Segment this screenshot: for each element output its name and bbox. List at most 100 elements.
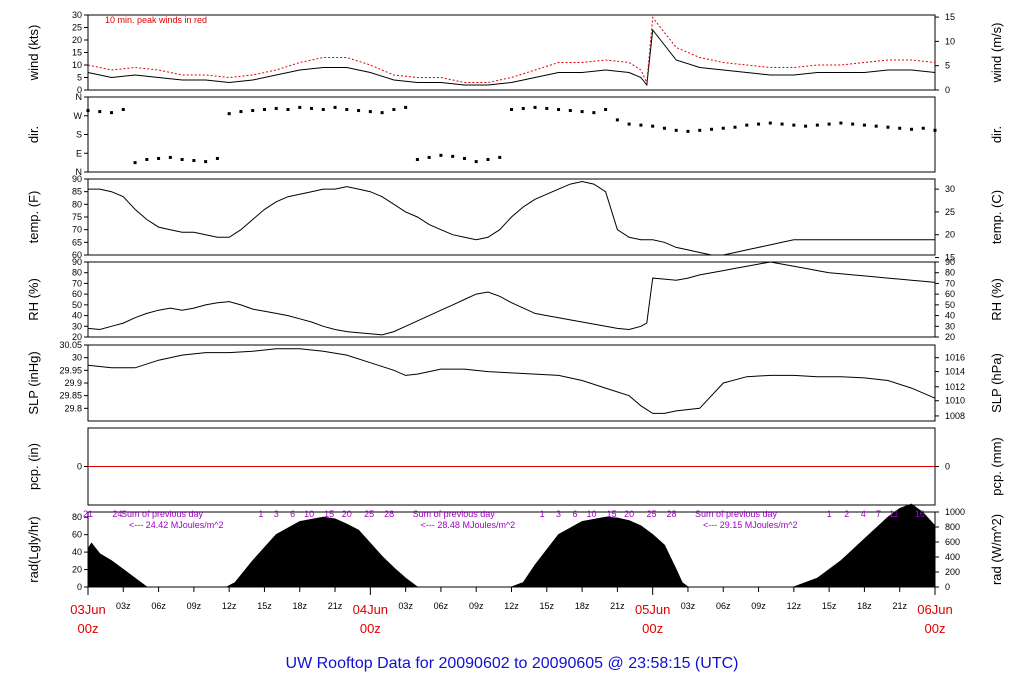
dir-point [86, 109, 90, 113]
hour-tick-label: 21z [328, 601, 343, 611]
dir-point [227, 112, 231, 116]
dir-point [262, 108, 266, 111]
dir-point [592, 111, 596, 115]
dir-point [333, 105, 337, 109]
date-label: 06Jun [917, 602, 952, 617]
date-time-label: 00z [360, 621, 381, 636]
right-tick-label: 50 [945, 300, 955, 310]
date-label: 05Jun [635, 602, 670, 617]
panel-slp: 29.8 29.85 29.9 29.95 30 30.05 1008 1010 1012 101… [26, 340, 1004, 422]
right-tick-label: 1000 [945, 507, 965, 517]
left-tick-label: 29.85 [59, 391, 82, 401]
right-tick-label: 70 [945, 278, 955, 288]
dir-point [804, 124, 808, 128]
panel-frame [87, 344, 936, 422]
dir-point [357, 109, 361, 113]
rad-top-label: 3 [274, 509, 279, 519]
left-axis-label: dir. [26, 126, 41, 143]
left-tick-label: 40 [72, 547, 82, 557]
rad-top-label: 6 [290, 509, 295, 519]
left-tick-label: 80 [72, 268, 82, 278]
dir-point [310, 106, 314, 110]
panel-temp: 60 65 70 75 80 85 90 15 20 25 30 temp. (F) temp. (C) [26, 174, 1004, 263]
left-tick-label: 60 [72, 250, 82, 260]
right-tick-label: 0 [945, 85, 950, 95]
right-tick-label: 0 [945, 582, 950, 592]
hour-tick-label: 18z [575, 601, 590, 611]
dir-point [909, 127, 913, 131]
dir-point [415, 158, 419, 161]
time-axis: 03z 06z 09z 12z 15z 18z 21z 03z 06z 09z 12z 15z 18z 2… [70, 587, 953, 636]
rad-top-label: 4 [861, 509, 866, 519]
right-tick-label: 60 [945, 289, 955, 299]
rad-top-label: 16 [915, 509, 925, 519]
hour-tick-label: 03z [398, 601, 413, 611]
dir-point [239, 110, 243, 114]
panel-frame [87, 14, 936, 91]
dir-point [486, 158, 490, 161]
right-tick-label: 1016 [945, 353, 965, 363]
left-tick-label: 90 [72, 257, 82, 267]
dir-point [462, 156, 466, 160]
hour-tick-label: 12z [787, 601, 802, 611]
rad-sum-label: Sum of previous day [695, 509, 778, 519]
rad-top-label: 24 [112, 509, 122, 519]
rad-top-label: 1 [827, 509, 832, 519]
dir-point [157, 156, 161, 160]
dir-point [639, 123, 643, 127]
rad-top-label: 1 [540, 509, 545, 519]
right-tick-label: 25 [945, 207, 955, 217]
left-axis-label: SLP (inHg) [26, 351, 41, 414]
dir-point [898, 126, 902, 130]
left-tick-label: 50 [72, 300, 82, 310]
hour-tick-label: 03z [116, 601, 131, 611]
left-tick-label: 5 [77, 73, 82, 83]
hour-tick-label: 15z [822, 601, 837, 611]
right-tick-label: 90 [945, 257, 955, 267]
right-tick-label: 1010 [945, 396, 965, 406]
date-label: 04Jun [353, 602, 388, 617]
dir-point [615, 118, 619, 122]
rad-top-label: 25 [364, 509, 374, 519]
dir-point [521, 106, 525, 110]
left-tick-label: E [76, 148, 82, 158]
right-tick-label: 80 [945, 268, 955, 278]
dir-point [604, 108, 608, 111]
dir-point [651, 124, 655, 128]
left-tick-label: 40 [72, 311, 82, 321]
right-tick-label: 1008 [945, 411, 965, 421]
dir-point [533, 105, 537, 109]
rad-top-label: 11 [889, 509, 898, 519]
hour-tick-label: 09z [469, 601, 484, 611]
rad-sum-value: <--- 29.15 MJoules/m^2 [703, 520, 798, 530]
dir-point [886, 125, 890, 129]
hour-tick-label: 06z [434, 601, 449, 611]
right-tick-label: 15 [945, 253, 955, 263]
temp-line [88, 180, 935, 256]
rh-line [87, 261, 936, 336]
hour-tick-label: 09z [187, 601, 202, 611]
dir-point [121, 108, 125, 111]
dir-point [557, 108, 561, 111]
dir-point [251, 109, 255, 113]
right-tick-label: 5 [945, 61, 950, 71]
hour-tick-label: 21z [610, 601, 625, 611]
hour-tick-label: 06z [716, 601, 731, 611]
right-axis-label: RH (%) [989, 278, 1004, 321]
date-label: 03Jun [70, 602, 105, 617]
dir-point [568, 109, 572, 113]
right-tick-label: 400 [945, 552, 960, 562]
panel-pcp: 0 0 pcp. (in) pcp. (mm) [26, 427, 1004, 506]
left-tick-label: 80 [72, 512, 82, 522]
rad-top-label: 15 [606, 509, 616, 519]
rad-sum-label: Sum of previous day [121, 509, 204, 519]
rad-top-label: 28 [384, 509, 394, 519]
right-tick-label: 30 [945, 321, 955, 331]
rad-top-label: 3 [556, 509, 561, 519]
hour-tick-label: 12z [504, 601, 519, 611]
left-tick-label: N [76, 92, 83, 102]
dir-point [180, 158, 184, 161]
dir-point [851, 122, 855, 126]
